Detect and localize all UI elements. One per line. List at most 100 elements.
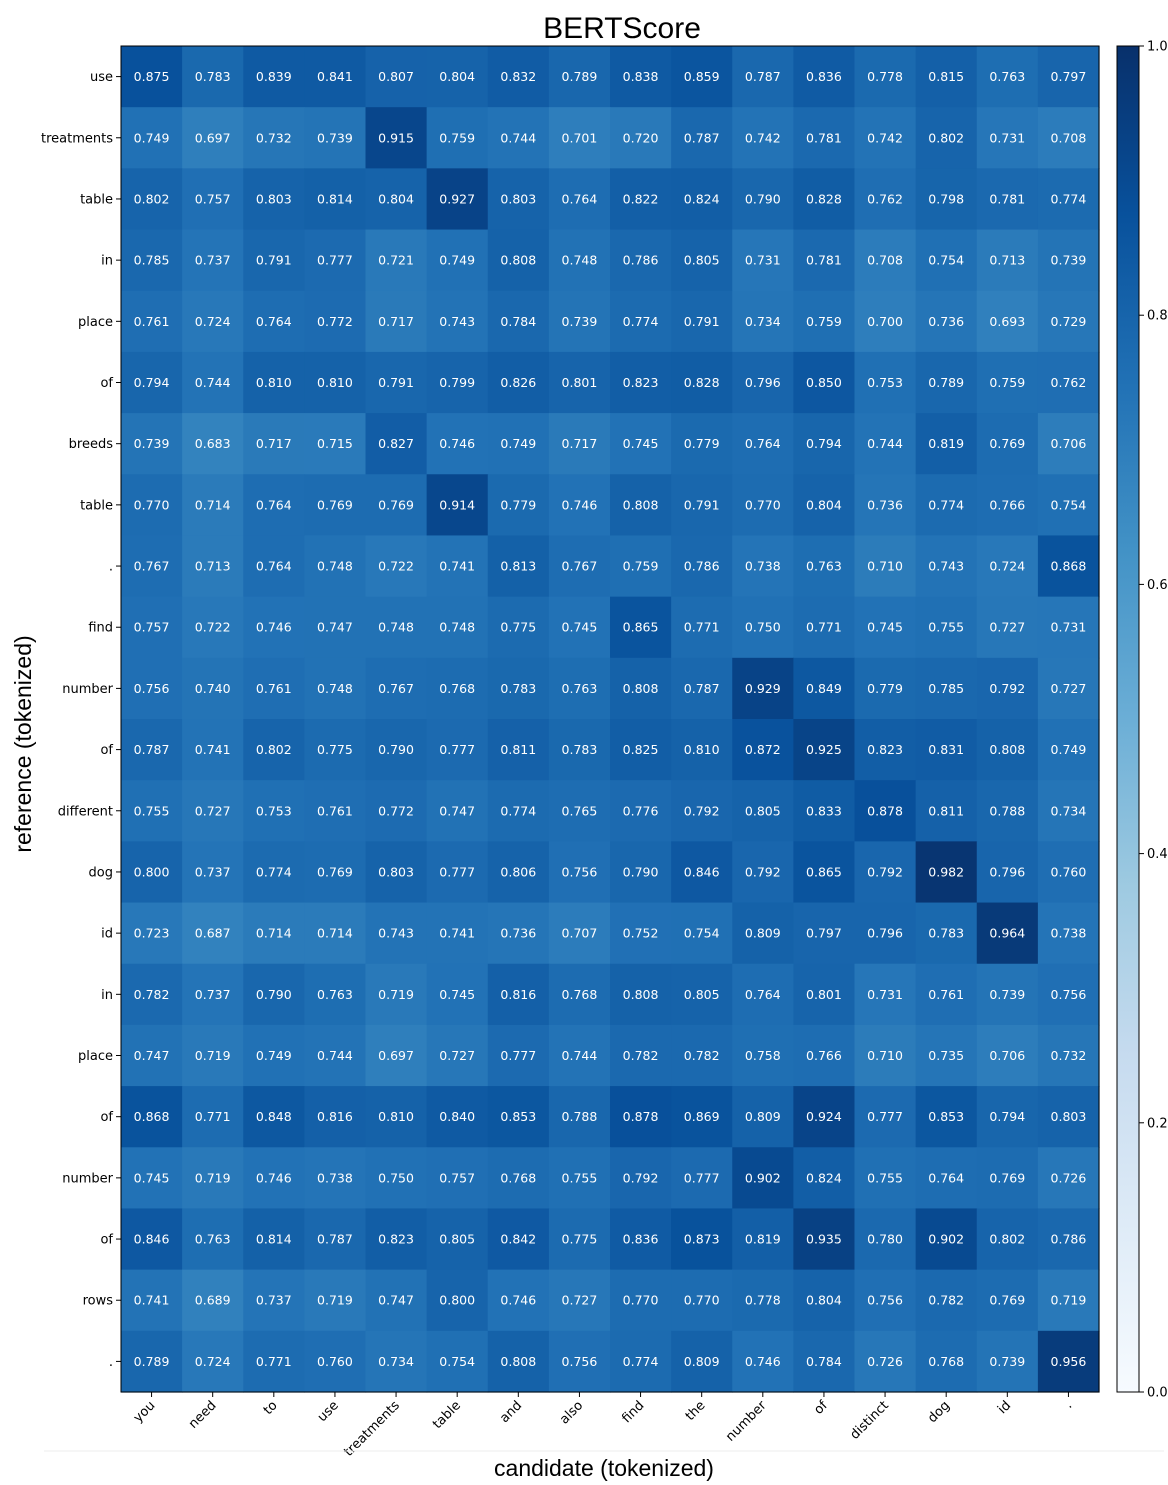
heatmap-cell (121, 657, 183, 720)
heatmap-cell (610, 46, 672, 108)
cell-value-label: 0.809 (684, 1354, 720, 1369)
heatmap-cell (732, 719, 794, 781)
cell-value-label: 0.794 (989, 1109, 1025, 1124)
heatmap-cell (1037, 290, 1100, 353)
heatmap-cell (671, 596, 733, 659)
cell-value-label: 0.801 (562, 375, 598, 390)
heatmap-cell (793, 535, 856, 598)
cell-value-label: 0.805 (684, 987, 720, 1002)
y-axis-title: reference (tokenized) (10, 635, 36, 852)
cell-value-label: 0.750 (745, 620, 781, 635)
cell-value-label: 0.775 (562, 1232, 598, 1247)
cell-value-label: 0.749 (1051, 742, 1087, 757)
cell-value-label: 0.722 (195, 620, 231, 635)
cell-value-label: 0.769 (317, 497, 353, 512)
heatmap-cell (610, 1269, 672, 1332)
cell-value-label: 0.781 (806, 130, 842, 145)
cell-value-label: 0.763 (317, 987, 353, 1002)
heatmap-cell (304, 413, 367, 475)
heatmap-cell (548, 841, 611, 904)
cell-value-label: 0.804 (806, 1293, 842, 1308)
cell-value-label: 0.827 (378, 436, 414, 451)
heatmap-cell (610, 535, 672, 598)
cell-value-label: 0.744 (867, 436, 903, 451)
cell-value-label: 0.737 (195, 253, 231, 268)
cell-value-label: 0.713 (195, 559, 231, 574)
cell-value-label: 0.683 (195, 436, 231, 451)
heatmap-cell (732, 902, 794, 965)
y-tick-label: place (78, 315, 113, 330)
heatmap-cell (610, 657, 672, 720)
cell-value-label: 0.745 (623, 436, 659, 451)
cell-value-label: 0.859 (684, 69, 720, 84)
cell-value-label: 0.802 (928, 130, 964, 145)
heatmap-cell (976, 474, 1039, 537)
heatmap-cell (548, 1269, 611, 1332)
heatmap-cell (548, 1330, 611, 1393)
cell-value-label: 0.731 (745, 253, 781, 268)
heatmap-cell (426, 168, 489, 231)
heatmap-cell (426, 413, 489, 475)
heatmap-cell (671, 719, 733, 781)
cell-value-label: 0.734 (378, 1354, 414, 1369)
cell-value-label: 0.737 (195, 864, 231, 879)
heatmap-cell (487, 535, 550, 598)
heatmap-cell (182, 351, 244, 414)
heatmap-cell (182, 229, 244, 292)
heatmap-cell (915, 1330, 978, 1393)
cell-value-label: 0.757 (195, 191, 231, 206)
cell-value-label: 0.838 (623, 69, 659, 84)
heatmap-cell (732, 841, 794, 904)
cell-value-label: 0.739 (562, 314, 598, 329)
cell-value-label: 0.697 (378, 1048, 414, 1063)
cell-value-label: 0.853 (500, 1109, 536, 1124)
cell-value-label: 0.755 (134, 803, 170, 818)
heatmap-cell (182, 1147, 244, 1210)
heatmap-cell (365, 1330, 428, 1393)
heatmap-cell (793, 1208, 856, 1271)
cell-value-label: 0.836 (806, 69, 842, 84)
cell-value-label: 0.743 (928, 559, 964, 574)
heatmap-cell (732, 1269, 794, 1332)
cell-value-label: 0.788 (989, 803, 1025, 818)
x-tick-label: use (315, 1398, 342, 1425)
cell-value-label: 0.840 (439, 1109, 475, 1124)
cell-value-label: 0.798 (928, 191, 964, 206)
heatmap-cell (732, 1330, 794, 1393)
cell-value-label: 0.756 (134, 681, 170, 696)
cell-value-label: 0.774 (623, 314, 659, 329)
x-tick-label: to (261, 1398, 281, 1418)
cell-value-label: 0.777 (684, 1170, 720, 1185)
heatmap-cell (487, 107, 550, 169)
heatmap-cell (915, 1086, 978, 1148)
x-tick-label: . (1062, 1398, 1076, 1412)
heatmap-cell (304, 351, 367, 414)
colorbar: 0.0 0.2 0.4 0.6 0.8 1.0 (1116, 40, 1168, 1401)
cell-value-label: 0.739 (1051, 253, 1087, 268)
cell-value-label: 0.717 (562, 436, 598, 451)
heatmap-cell (304, 107, 367, 169)
cell-value-label: 0.761 (134, 314, 170, 329)
cell-value-label: 0.726 (1051, 1170, 1087, 1185)
cell-value-label: 0.763 (989, 69, 1025, 84)
heatmap-cell (854, 841, 917, 904)
heatmap-cell (793, 719, 856, 781)
cell-value-label: 0.771 (806, 620, 842, 635)
cell-value-label: 0.754 (928, 253, 964, 268)
heatmap-cell (365, 719, 428, 781)
cell-value-label: 0.824 (806, 1170, 842, 1185)
heatmap-cell (976, 107, 1039, 169)
heatmap-cell (121, 719, 183, 781)
heatmap-cell (182, 963, 244, 1026)
cell-value-label: 0.708 (1051, 130, 1087, 145)
cell-value-label: 0.755 (562, 1170, 598, 1185)
heatmap-cell (182, 657, 244, 720)
heatmap-cell (487, 46, 550, 108)
heatmap-cell (304, 963, 367, 1026)
heatmap-cell (610, 168, 672, 231)
heatmap-cell (243, 290, 305, 353)
cell-value-label: 0.792 (623, 1170, 659, 1185)
cell-value-label: 0.774 (928, 497, 964, 512)
heatmap-cell (304, 229, 367, 292)
heatmap-cell (426, 351, 489, 414)
